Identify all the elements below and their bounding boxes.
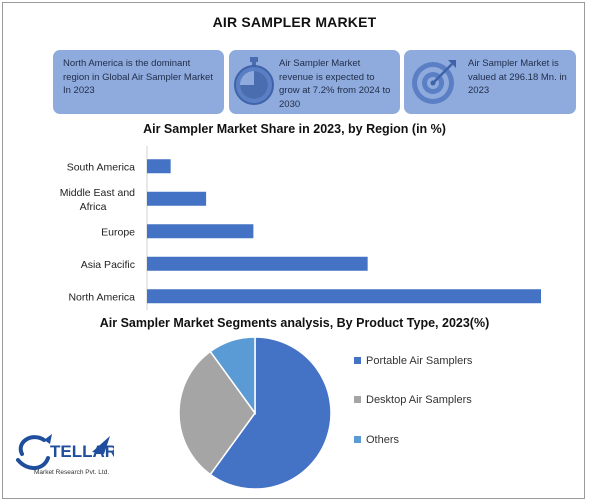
pie-chart-title: Air Sampler Market Segments analysis, By… bbox=[99, 316, 490, 330]
info-card-text: North America is the dominant region in … bbox=[63, 58, 213, 96]
info-card-text: Air Sampler Market revenue is expected t… bbox=[279, 58, 391, 110]
pie-slice-desktop bbox=[178, 350, 256, 476]
logo-tagline: Market Research Pvt. Ltd. bbox=[34, 469, 109, 476]
pie-slice-portable bbox=[209, 336, 332, 490]
stopwatch-icon bbox=[234, 57, 274, 105]
legend-label: Portable Air Samplers bbox=[366, 355, 473, 367]
bar-south-america bbox=[147, 159, 171, 174]
legend-label: Others bbox=[366, 434, 400, 446]
bar-category-label: Asia Pacific bbox=[81, 259, 135, 271]
info-card-valuation: Air Sampler Market is valued at 296.18 M… bbox=[404, 50, 576, 114]
bar-north-america bbox=[147, 289, 541, 304]
bar-middle-east-and-africa bbox=[147, 191, 207, 206]
product-type-pie-chart bbox=[178, 336, 332, 490]
bar-category-label: South America bbox=[67, 161, 135, 173]
info-card-text: Air Sampler Market is valued at 296.18 M… bbox=[468, 58, 567, 96]
legend-swatch bbox=[354, 395, 361, 403]
bar-europe bbox=[147, 224, 254, 239]
legend-item-desktop: Desktop Air Samplers bbox=[354, 394, 472, 406]
legend-swatch bbox=[354, 435, 361, 443]
info-card-dominant-region: North America is the dominant region in … bbox=[53, 50, 224, 114]
info-card-growth: Air Sampler Market revenue is expected t… bbox=[229, 50, 400, 114]
page-title: AIR SAMPLER MARKET bbox=[212, 14, 377, 30]
stellar-logo: TELLARSMarket Research Pvt. Ltd. bbox=[16, 434, 114, 476]
bar-category-label: Europe bbox=[101, 226, 135, 238]
logo-name: TELLAR bbox=[50, 442, 114, 461]
bar-category-label: Middle East and Africa bbox=[60, 187, 135, 213]
legend-label: Desktop Air Samplers bbox=[366, 394, 472, 406]
legend-item-portable: Portable Air Samplers bbox=[354, 355, 472, 367]
region-bar-chart: South America Middle East and Africa Europe… bbox=[60, 146, 541, 310]
bar-chart-title: Air Sampler Market Share in 2023, by Reg… bbox=[143, 122, 446, 136]
legend-swatch bbox=[354, 356, 361, 364]
bar-category-label: North America bbox=[68, 291, 135, 303]
pie-slice-others bbox=[209, 336, 256, 416]
bar-asia-pacific bbox=[147, 256, 368, 271]
target-icon bbox=[412, 60, 456, 104]
legend-item-others: Others bbox=[354, 434, 399, 446]
